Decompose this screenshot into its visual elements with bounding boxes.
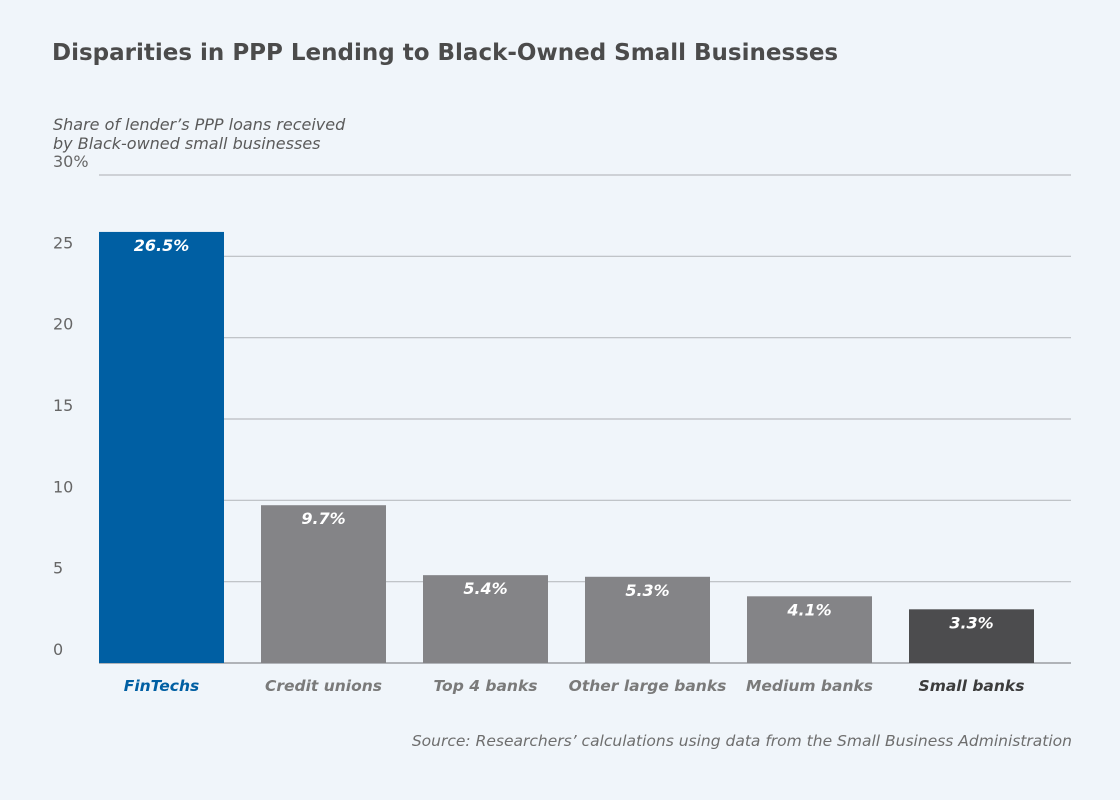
y-tick-label-0: 0	[53, 640, 63, 659]
y-tick-label-15: 15	[53, 396, 73, 415]
category-label-top-4-banks: Top 4 banks	[433, 677, 537, 695]
value-label-small-banks: 3.3%	[949, 613, 993, 632]
y-tick-label-20: 20	[53, 315, 73, 334]
source-note: Source: Researchers’ calculations using …	[411, 732, 1072, 750]
bars	[99, 231, 1034, 663]
bar-medium-banks	[747, 596, 872, 663]
category-label-other-large-banks: Other large banks	[569, 677, 727, 695]
bar-small-banks	[909, 609, 1034, 663]
value-label-medium-banks: 4.1%	[786, 600, 831, 619]
y-tick-label-5: 5	[53, 559, 63, 578]
bar-other-large-banks	[585, 576, 710, 663]
y-tick-label-30: 30%	[53, 152, 89, 171]
y-tick-label-10: 10	[53, 477, 73, 496]
y-axis-label: Share of lender’s PPP loans received by …	[53, 115, 473, 153]
chart-title: Disparities in PPP Lending to Black-Owne…	[52, 40, 839, 66]
y-tick-label-25: 25	[53, 233, 73, 252]
bar-fintechs	[99, 231, 224, 663]
value-label-credit-unions: 9.7%	[301, 509, 345, 528]
y-axis-label-line-1: Share of lender’s PPP loans received	[53, 115, 346, 134]
value-label-fintechs: 26.5%	[134, 236, 190, 255]
category-label-fintechs: FinTechs	[124, 677, 199, 695]
category-label-medium-banks: Medium banks	[746, 677, 873, 695]
y-axis-label-line-2: by Black-owned small businesses	[53, 134, 321, 153]
bar-credit-unions	[261, 505, 386, 663]
category-label-small-banks: Small banks	[919, 677, 1025, 695]
value-label-other-large-banks: 5.3%	[625, 581, 669, 600]
bar-top-4-banks	[423, 575, 548, 663]
chart-labels: 0 5 10 15 20 25 30% 26.5% FinTechs 9.7% Credit uni…	[53, 152, 1024, 695]
category-label-credit-unions: Credit unions	[265, 677, 382, 695]
value-label-top-4-banks: 5.4%	[463, 579, 507, 598]
